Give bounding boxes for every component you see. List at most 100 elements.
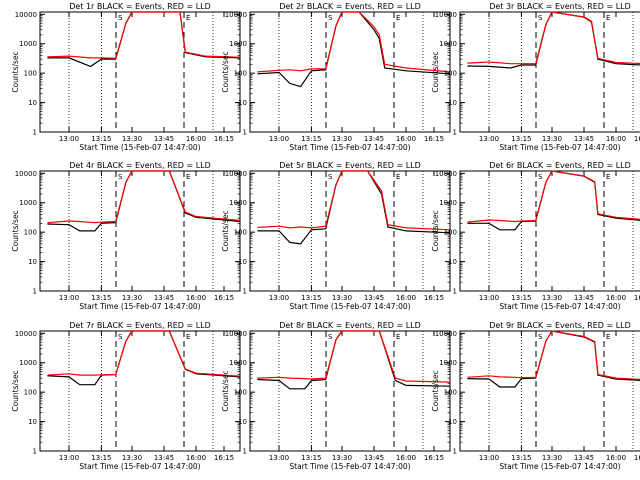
y-tick-label: 100 bbox=[234, 70, 247, 78]
y-tick-label: 100 bbox=[444, 229, 457, 237]
x-tick-label: 13:00 bbox=[59, 135, 79, 143]
x-tick-label: 13:45 bbox=[364, 454, 384, 462]
y-tick-label: 1000 bbox=[19, 199, 37, 207]
y-axis-label: Counts/sec bbox=[221, 210, 230, 251]
x-tick-label: 16:00 bbox=[606, 454, 626, 462]
interval-marker-label: S bbox=[118, 333, 123, 341]
events-series-line bbox=[257, 11, 451, 88]
y-tick-label: 1 bbox=[33, 448, 37, 456]
x-tick-label: 16:15 bbox=[424, 294, 444, 302]
y-tick-label: 1000 bbox=[439, 359, 457, 367]
y-tick-label: 10000 bbox=[225, 11, 247, 19]
detector-panel: Det 3r BLACK = Events, RED = LLD 1 10 100 10… bbox=[431, 2, 640, 152]
events-series-line bbox=[257, 170, 451, 245]
interval-marker-label: E bbox=[396, 333, 400, 341]
x-tick-label: 16:00 bbox=[396, 454, 416, 462]
x-tick-label: 13:15 bbox=[511, 135, 531, 143]
interval-marker-label: S bbox=[538, 333, 543, 341]
y-tick-label: 100 bbox=[234, 389, 247, 397]
x-tick-label: 16:15 bbox=[634, 294, 640, 302]
events-series-line bbox=[467, 170, 640, 231]
y-tick-label: 10 bbox=[448, 258, 457, 266]
interval-marker-label: E bbox=[186, 14, 190, 22]
y-tick-label: 10 bbox=[28, 99, 37, 107]
plot-frame bbox=[459, 170, 640, 292]
lld-series-line bbox=[47, 330, 241, 377]
y-axis-label: Counts/sec bbox=[431, 51, 440, 92]
detector-panel: Det 7r BLACK = Events, RED = LLD 1 10 100 10… bbox=[11, 321, 241, 471]
x-axis-label: Start Time (15-Feb-07 14:47:00) bbox=[499, 462, 620, 471]
lld-series-line bbox=[257, 11, 451, 73]
y-axis-label: Counts/sec bbox=[11, 370, 20, 411]
y-axis-label: Counts/sec bbox=[221, 370, 230, 411]
plot-frame bbox=[39, 11, 241, 133]
y-tick-label: 1000 bbox=[19, 359, 37, 367]
panel-title: Det 2r BLACK = Events, RED = LLD bbox=[279, 2, 421, 11]
interval-marker-label: S bbox=[118, 173, 123, 181]
x-axis-label: Start Time (15-Feb-07 14:47:00) bbox=[79, 302, 200, 311]
plot-frame bbox=[39, 170, 241, 292]
x-tick-label: 13:15 bbox=[91, 135, 111, 143]
detector-panel: Det 5r BLACK = Events, RED = LLD 1 10 100 10… bbox=[221, 161, 451, 311]
y-tick-label: 1000 bbox=[439, 199, 457, 207]
detector-panel: Det 2r BLACK = Events, RED = LLD 1 10 100 10… bbox=[221, 2, 451, 152]
x-tick-label: 13:30 bbox=[122, 135, 142, 143]
x-tick-label: 13:15 bbox=[301, 454, 321, 462]
x-tick-label: 13:30 bbox=[542, 454, 562, 462]
y-tick-label: 10 bbox=[238, 99, 247, 107]
interval-marker-label: E bbox=[396, 173, 400, 181]
x-axis-label: Start Time (15-Feb-07 14:47:00) bbox=[289, 302, 410, 311]
y-tick-label: 1000 bbox=[229, 359, 247, 367]
y-tick-label: 100 bbox=[24, 70, 37, 78]
lld-series-line bbox=[467, 170, 640, 223]
plot-frame bbox=[459, 11, 640, 133]
x-tick-label: 13:00 bbox=[59, 294, 79, 302]
y-tick-label: 1 bbox=[453, 129, 457, 137]
plot-frame bbox=[39, 330, 241, 452]
panel-title: Det 7r BLACK = Events, RED = LLD bbox=[69, 321, 211, 330]
y-tick-label: 10000 bbox=[435, 170, 457, 178]
x-tick-label: 13:45 bbox=[574, 135, 594, 143]
x-tick-label: 16:15 bbox=[214, 135, 234, 143]
y-tick-label: 10000 bbox=[225, 170, 247, 178]
x-tick-label: 13:15 bbox=[511, 294, 531, 302]
x-axis-label: Start Time (15-Feb-07 14:47:00) bbox=[289, 462, 410, 471]
x-tick-label: 13:45 bbox=[574, 294, 594, 302]
interval-marker-label: E bbox=[396, 14, 400, 22]
detector-panel: Det 9r BLACK = Events, RED = LLD 1 10 100 10… bbox=[431, 321, 640, 471]
plot-frame bbox=[459, 330, 640, 452]
x-tick-label: 16:00 bbox=[606, 294, 626, 302]
y-tick-label: 100 bbox=[444, 70, 457, 78]
x-tick-label: 13:00 bbox=[269, 294, 289, 302]
detector-panel: Det 6r BLACK = Events, RED = LLD 1 10 100 10… bbox=[431, 161, 640, 311]
y-tick-label: 1 bbox=[453, 288, 457, 296]
detector-panel: Det 8r BLACK = Events, RED = LLD 1 10 100 10… bbox=[221, 321, 451, 471]
plot-frame bbox=[249, 330, 451, 452]
x-tick-label: 16:00 bbox=[186, 135, 206, 143]
x-tick-label: 13:00 bbox=[479, 294, 499, 302]
interval-marker-label: S bbox=[328, 333, 333, 341]
x-axis-label: Start Time (15-Feb-07 14:47:00) bbox=[499, 143, 620, 152]
x-tick-label: 13:15 bbox=[301, 294, 321, 302]
events-series-line bbox=[257, 330, 451, 390]
y-tick-label: 100 bbox=[444, 389, 457, 397]
interval-marker-label: E bbox=[186, 173, 190, 181]
x-tick-label: 13:45 bbox=[364, 294, 384, 302]
x-tick-label: 13:30 bbox=[332, 294, 352, 302]
events-series-line bbox=[47, 330, 241, 386]
lld-series-line bbox=[257, 330, 451, 383]
interval-marker-label: S bbox=[538, 14, 543, 22]
x-tick-label: 13:15 bbox=[91, 294, 111, 302]
y-tick-label: 10 bbox=[448, 99, 457, 107]
detector-panel: Det 4r BLACK = Events, RED = LLD 1 10 100 10… bbox=[11, 161, 241, 311]
y-tick-label: 10 bbox=[28, 418, 37, 426]
y-axis-label: Counts/sec bbox=[221, 51, 230, 92]
x-tick-label: 16:15 bbox=[634, 135, 640, 143]
y-axis-label: Counts/sec bbox=[11, 210, 20, 251]
y-tick-label: 1000 bbox=[229, 40, 247, 48]
y-tick-label: 1000 bbox=[229, 199, 247, 207]
y-axis-label: Counts/sec bbox=[11, 51, 20, 92]
y-tick-label: 100 bbox=[24, 389, 37, 397]
y-tick-label: 10 bbox=[238, 418, 247, 426]
x-tick-label: 13:45 bbox=[154, 135, 174, 143]
